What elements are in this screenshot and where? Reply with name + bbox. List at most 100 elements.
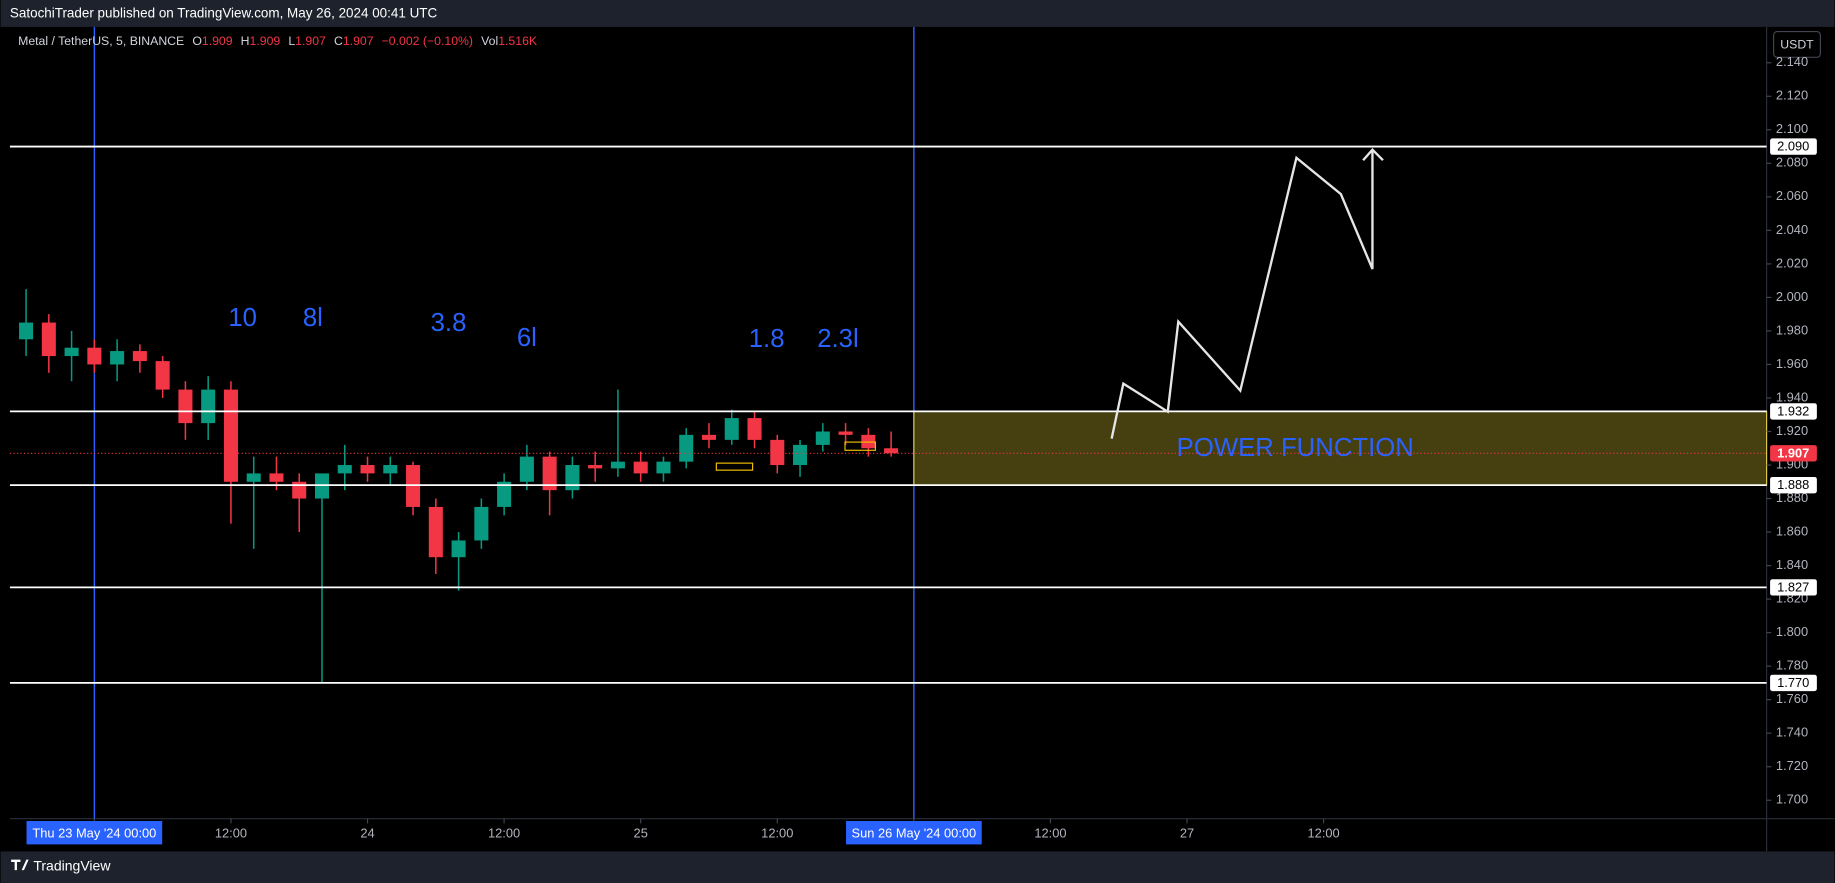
symbol: Metal / TetherUS, 5, BINANCE: [18, 34, 184, 48]
candle-body: [201, 389, 216, 424]
candle-body: [588, 465, 603, 469]
candle-body: [383, 465, 398, 474]
annotation: 2.3l: [817, 325, 858, 353]
legend-value: 1.909: [250, 34, 281, 48]
legend-value: 1.907: [343, 34, 374, 48]
x-tick-highlight: [846, 821, 982, 845]
y-tick-label: 2.100: [1776, 121, 1808, 136]
y-tick-label: 1.760: [1776, 691, 1808, 706]
candle-body: [41, 322, 56, 357]
legend-value: 1.907: [295, 34, 326, 48]
candle-body: [884, 448, 899, 454]
candle-body: [815, 431, 830, 445]
y-tick-label: 1.940: [1776, 389, 1808, 404]
y-tick-label: 1.740: [1776, 725, 1808, 740]
level-tag-label: 1.770: [1777, 675, 1809, 690]
candle-body: [793, 444, 808, 466]
x-tick-label: 12:00: [761, 825, 793, 840]
candle-body: [610, 461, 625, 469]
legend-key: Vol: [481, 34, 498, 48]
annotations: 10 8l 3.8 6l 1.8 2.3l: [228, 304, 858, 353]
candle-body: [770, 439, 785, 466]
annotation: 1.8: [749, 325, 785, 353]
level-tag-label: 1.932: [1777, 403, 1809, 418]
level-tag: [1770, 138, 1817, 155]
candle-body: [64, 347, 79, 357]
candle-body: [155, 361, 170, 390]
marker-box: [715, 462, 754, 471]
y-tick-label: 1.700: [1776, 792, 1808, 807]
candle-body: [337, 465, 352, 474]
x-tick-highlight: [26, 821, 163, 845]
x-tick-label: 27: [1180, 825, 1194, 840]
legend: Metal / TetherUS, 5, BINANCE O1.909 H1.9…: [18, 34, 538, 48]
x-tick-label: 12:00: [1034, 825, 1066, 840]
currency-button[interactable]: [1773, 30, 1821, 58]
publisher: SatochiTrader published on TradingView.c…: [10, 6, 438, 21]
y-tick-label: 1.720: [1776, 758, 1808, 773]
legend-line: Metal / TetherUS, 5, BINANCE O1.909 H1.9…: [18, 34, 538, 48]
footer-bar: [0, 851, 1835, 883]
marker-box: [844, 441, 876, 451]
brand: TradingView: [33, 857, 111, 873]
annotation: 3.8: [431, 309, 467, 337]
header-bar: [0, 0, 1835, 27]
x-tick-label: 12:00: [488, 825, 520, 840]
last-price-label: 1.907: [1777, 445, 1809, 460]
x-tick-label: 12:00: [1308, 825, 1340, 840]
candle-body: [701, 434, 717, 440]
candle-body: [565, 465, 580, 491]
zone-label: POWER FUNCTION: [1177, 434, 1414, 462]
candle-body: [19, 322, 34, 340]
last-price-tag: [1770, 445, 1817, 462]
annotation: 8l: [303, 304, 323, 332]
legend-value: 1.909: [202, 34, 233, 48]
x-tick-label: 25: [634, 825, 648, 840]
x-tick-label: Thu 23 May '24 00:00: [32, 825, 156, 840]
legend-change: −0.002 (−0.10%): [382, 34, 473, 48]
candle-body: [633, 461, 648, 474]
legend-value: 1.516K: [498, 34, 538, 48]
plot: POWER FUNCTION: [9, 26, 1768, 819]
y-tick-label: 1.800: [1776, 624, 1808, 639]
zone: [913, 410, 1768, 486]
candle-body: [223, 389, 238, 482]
y-tick-label: 1.920: [1776, 423, 1808, 438]
level-tag-label: 1.888: [1777, 477, 1809, 492]
y-tick-label: 2.000: [1776, 289, 1808, 304]
candle-body: [838, 431, 853, 435]
annotation: 6l: [517, 324, 537, 352]
candle-body: [474, 506, 489, 541]
y-tick-label: 1.980: [1776, 322, 1808, 337]
candle-body: [656, 461, 671, 474]
legend-key: L: [288, 34, 295, 48]
y-tick-label: 1.880: [1776, 490, 1808, 505]
x-tick-label: Sun 26 May '24 00:00: [852, 825, 977, 840]
candle-body: [246, 473, 261, 482]
candle-body: [497, 481, 512, 507]
candle-body: [269, 473, 284, 482]
legend-key: H: [241, 34, 250, 48]
legend-key: O: [192, 34, 202, 48]
level-tag: [1770, 579, 1817, 596]
candle-body: [87, 347, 102, 365]
y-tick-label: 1.960: [1776, 356, 1808, 371]
y-tick-label: 2.120: [1776, 88, 1808, 103]
candle-body: [110, 351, 125, 365]
candle-body: [451, 540, 466, 558]
y-tick-label: 1.860: [1776, 523, 1808, 538]
candle-body: [132, 351, 147, 362]
level-tag: [1770, 674, 1817, 692]
x-tick-label: 24: [360, 825, 374, 840]
candle-body: [679, 434, 694, 462]
projection-path: [1110, 149, 1374, 439]
currency-label: USDT: [1780, 37, 1814, 51]
level-tag: [1770, 476, 1817, 494]
level-tag-label: 2.090: [1777, 139, 1809, 154]
level-tag: [1770, 403, 1817, 420]
candle-body: [428, 506, 443, 558]
y-tick-label: 2.140: [1776, 54, 1808, 69]
legend-key: C: [334, 34, 343, 48]
